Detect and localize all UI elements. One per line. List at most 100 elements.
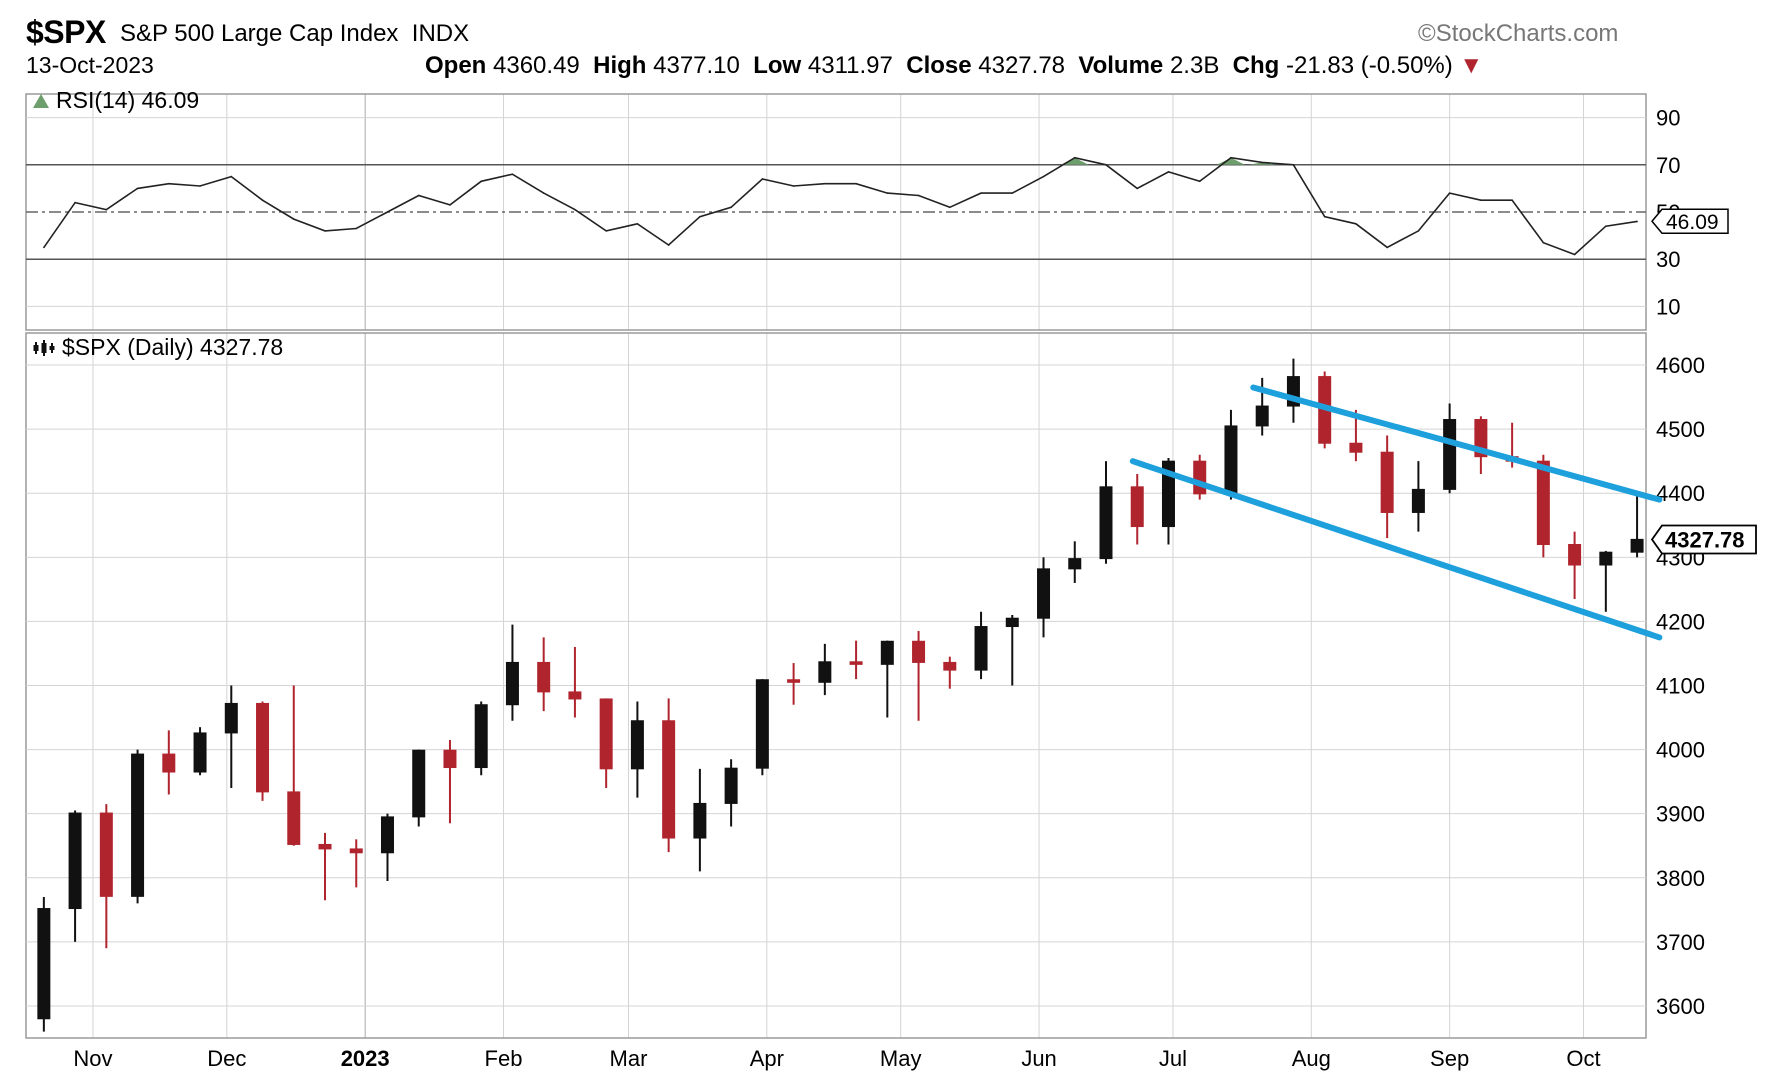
candle-body: [880, 640, 894, 665]
candle-body: [162, 753, 176, 773]
candle-body: [599, 698, 613, 770]
rsi-point: [324, 230, 326, 232]
legend-candle-body: [33, 345, 39, 351]
rsi-point: [1386, 246, 1388, 249]
rsi-point: [699, 215, 701, 218]
price-tick-label: 4100: [1656, 674, 1705, 699]
candle-body: [1568, 544, 1582, 566]
candle-body: [1349, 442, 1363, 453]
rsi-point: [261, 199, 264, 201]
rsi-point: [855, 182, 857, 185]
trend-channel-line: [1129, 458, 1663, 641]
x-tick-label: Dec: [207, 1046, 246, 1071]
candle-body: [1130, 486, 1144, 528]
candle-body: [724, 767, 738, 804]
rsi-tick-label: 30: [1656, 247, 1680, 272]
price-tick-label: 4600: [1656, 353, 1705, 378]
rsi-tick-label: 70: [1656, 153, 1680, 178]
rsi-point: [1042, 175, 1045, 178]
rsi-point: [136, 187, 139, 190]
rsi-value-tag-text: 46.09: [1666, 211, 1719, 234]
low-label: Low: [753, 52, 802, 79]
watermark-text: StockCharts.com: [1435, 20, 1619, 47]
price-tick-label: 4000: [1656, 738, 1705, 763]
candle-body: [849, 661, 863, 665]
candle-body: [1599, 551, 1613, 566]
rsi-tick-label: 90: [1656, 106, 1680, 131]
rsi-point: [449, 204, 451, 206]
rsi-point: [74, 201, 76, 204]
rsi-point: [1605, 225, 1607, 227]
candle-body: [443, 749, 457, 769]
candle-body: [1037, 568, 1051, 619]
low-value: 4311.97: [807, 52, 893, 79]
candle-body: [1068, 558, 1082, 570]
rsi-point: [1573, 253, 1576, 256]
x-tick-label: Jul: [1159, 1046, 1187, 1071]
candle-body: [568, 691, 582, 700]
high-value: 4377.10: [653, 52, 740, 79]
rsi-point: [542, 192, 545, 194]
rsi-point: [1073, 156, 1076, 159]
rsi-point: [574, 208, 576, 211]
rsi-point: [605, 230, 607, 232]
rsi-point: [1261, 161, 1263, 164]
rsi-point: [1542, 241, 1545, 244]
candle-body: [662, 720, 676, 839]
price-tick-label: 4400: [1656, 481, 1705, 506]
x-tick-label: Sep: [1430, 1046, 1469, 1071]
price-tick-label: 3600: [1656, 994, 1705, 1019]
rsi-point: [824, 182, 826, 185]
x-axis: Nov Dec 2023 Feb Mar Apr May Jun Jul Aug Sep Oct: [73, 1046, 1600, 1071]
candle-body: [1443, 419, 1457, 490]
price-tick-label: 3700: [1656, 930, 1705, 955]
price-tick-label: 4500: [1656, 417, 1705, 442]
candle-body: [287, 791, 301, 845]
rsi-point: [1167, 171, 1170, 173]
rsi-point: [1198, 180, 1201, 183]
candle-body: [318, 843, 332, 850]
candle-body: [818, 661, 832, 683]
ohlc-summary: Open 4360.49 High 4377.10 Low 4311.97 Cl…: [425, 52, 1483, 80]
rsi-point: [917, 194, 920, 197]
candle-body: [349, 848, 363, 854]
rsi-point: [168, 182, 170, 185]
price-tick-label: 3900: [1656, 802, 1705, 827]
rsi-panel: 907050301046.09: [25, 93, 1729, 331]
rsi-point: [949, 206, 951, 209]
rsi-point: [1230, 156, 1232, 159]
candle-body: [630, 720, 644, 770]
rsi-value-tag: [1651, 208, 1729, 234]
candle-body: [974, 626, 988, 671]
candle-body: [193, 732, 207, 773]
candle-body: [1099, 486, 1113, 560]
x-tick-label: Aug: [1292, 1046, 1331, 1071]
rsi-point: [667, 244, 670, 246]
candle-body: [1380, 451, 1394, 513]
x-tick-label: Jun: [1021, 1046, 1056, 1071]
rsi-point: [480, 180, 483, 183]
candle-body: [505, 661, 519, 706]
watermark: ©StockCharts.com: [1418, 20, 1618, 48]
x-tick-label: Feb: [485, 1046, 523, 1071]
price-title: $SPX (Daily) 4327.78: [62, 334, 283, 360]
rsi-point: [417, 194, 420, 197]
rsi-point: [761, 178, 764, 180]
rsi-point: [43, 246, 45, 249]
candle-body: [912, 640, 926, 663]
rsi-point: [1136, 187, 1139, 190]
rsi-point: [636, 223, 639, 225]
index-full-name: S&P 500 Large Cap Index: [120, 20, 399, 47]
volume-label: Volume: [1078, 52, 1164, 79]
candle-body: [1255, 405, 1269, 427]
x-tick-label: Nov: [73, 1046, 112, 1071]
rsi-point: [230, 175, 233, 178]
candle-body: [224, 702, 238, 734]
open-value: 4360.49: [493, 52, 580, 79]
candle-body: [1630, 538, 1644, 553]
rsi-point: [980, 192, 982, 194]
rsi-point: [1636, 220, 1638, 223]
rsi-point: [105, 208, 108, 211]
price-tick-label: 4200: [1656, 609, 1705, 634]
